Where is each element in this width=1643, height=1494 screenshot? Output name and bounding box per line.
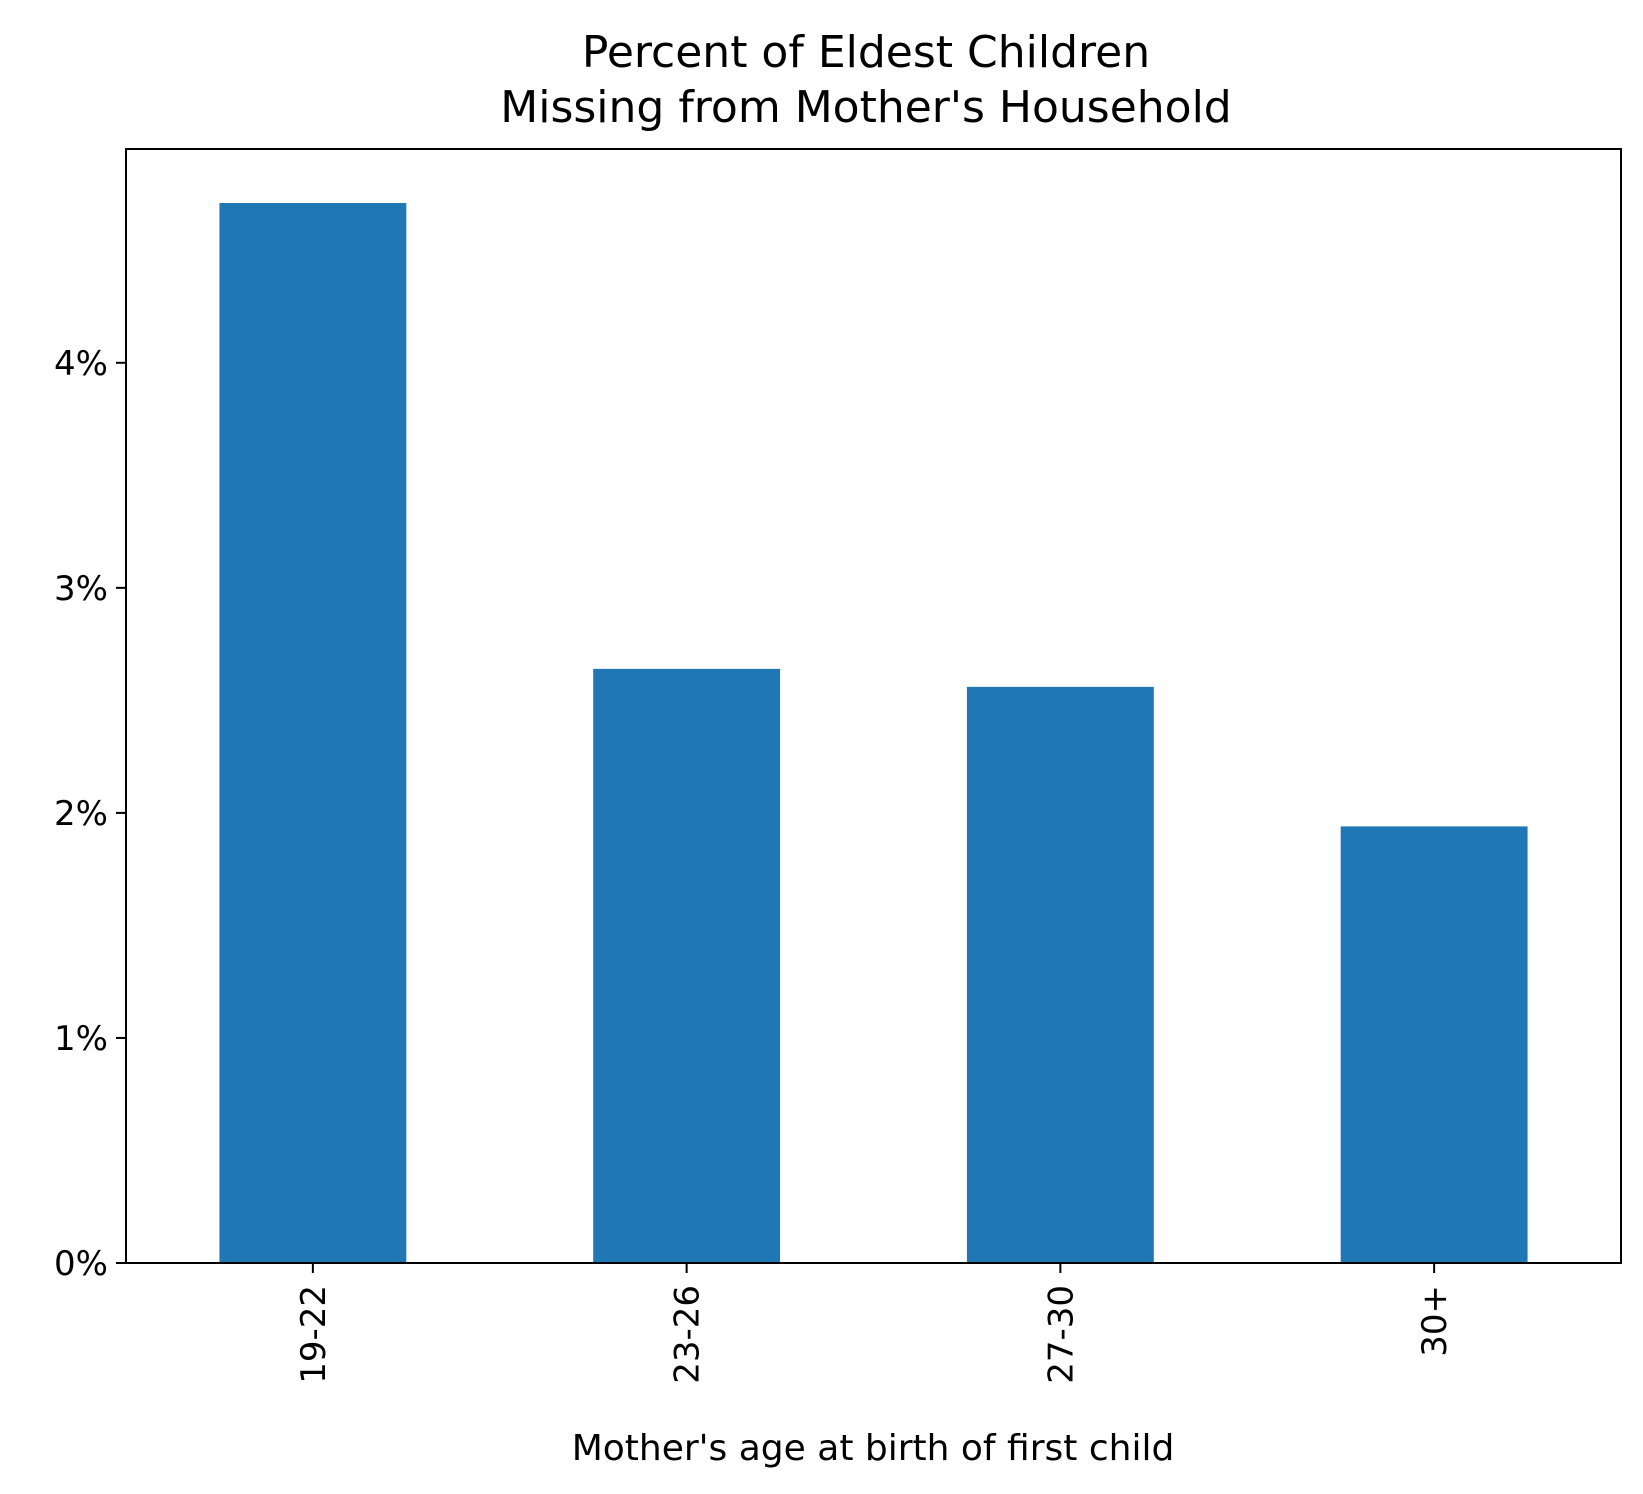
x-axis-label: Mother's age at birth of first child [572,1428,1175,1469]
x-tick-label-27-30: 27-30 [1041,1285,1081,1384]
y-tick-label-0: 0% [54,1244,108,1284]
chart-title-line-1: Percent of Eldest Children [582,27,1150,78]
x-axis: 19-22 23-26 27-30 30+ [294,1263,1455,1384]
chart-title-line-2: Missing from Mother's Household [500,82,1231,133]
bars-group [219,203,1528,1264]
bar-23-26 [593,668,781,1263]
y-tick-label-3: 3% [54,569,108,609]
y-tick-label-1: 1% [54,1019,108,1059]
plot-area-frame [125,148,1622,1264]
bar-27-30 [966,686,1154,1263]
bar-30+ [1340,826,1528,1263]
x-tick-label-23-26: 23-26 [668,1285,708,1384]
y-tick-label-2: 2% [54,794,108,834]
y-axis: 0% 1% 2% 3% 4% [54,344,126,1284]
x-tick-label-19-22: 19-22 [294,1285,334,1384]
bar-19-22 [219,203,407,1264]
x-tick-label-30+: 30+ [1415,1285,1455,1357]
y-tick-label-4: 4% [54,344,108,384]
